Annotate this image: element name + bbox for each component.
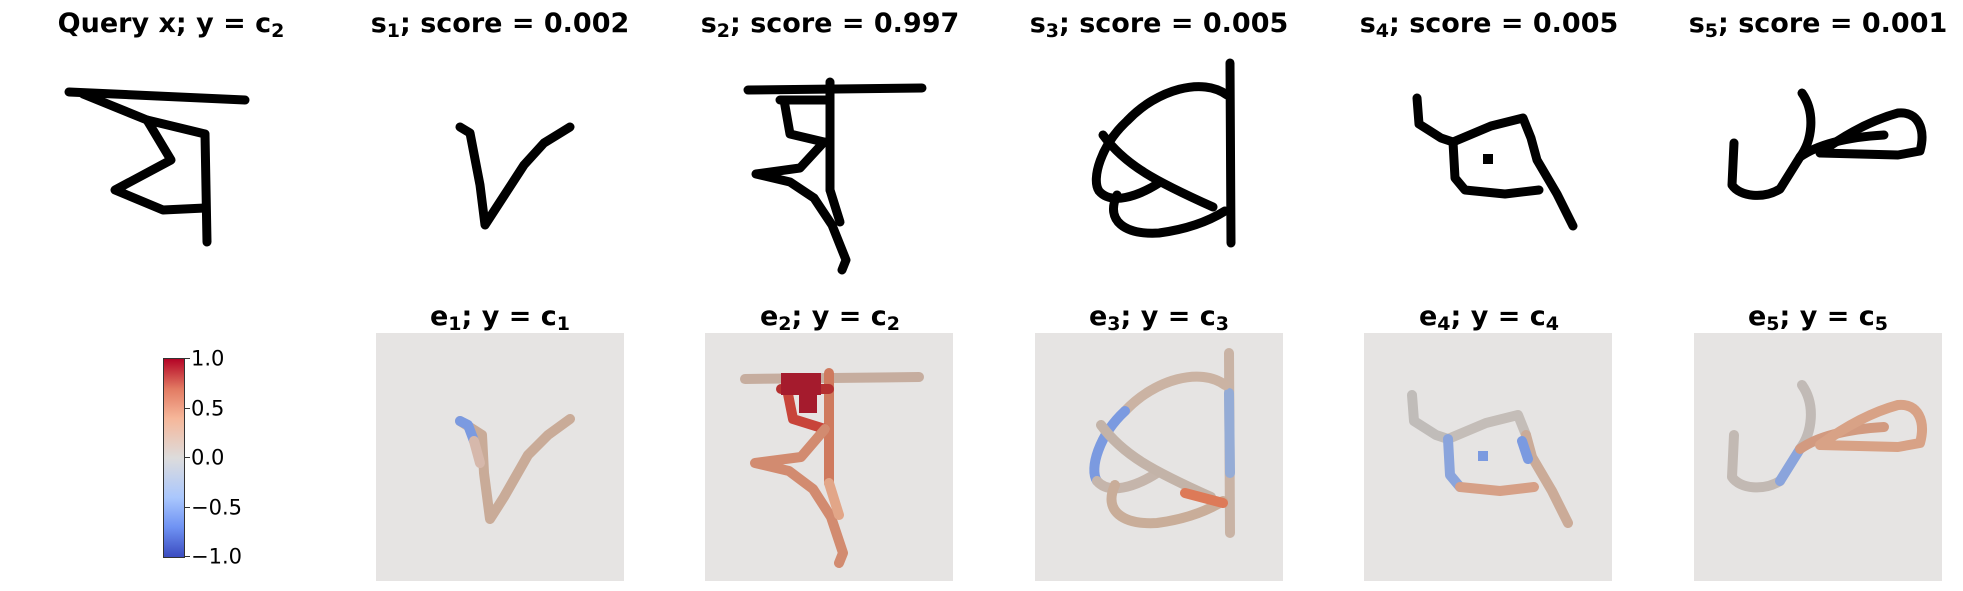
support-1-title: s1; score = 0.002 (370, 8, 630, 42)
colorbar-tick-label: 0.5 (191, 396, 225, 421)
explanation-3-title: e3; y = c3 (1088, 301, 1230, 335)
colorbar-tick (184, 507, 190, 508)
explanation-1-heatmap (376, 333, 624, 581)
colorbar-tick-label: −1.0 (191, 544, 242, 569)
support-3-title: s3; score = 0.005 (1029, 8, 1289, 42)
explanation-4-title: e4; y = c4 (1418, 301, 1560, 335)
explanation-4-heatmap (1364, 333, 1612, 581)
support-2-title: s2; score = 0.997 (700, 8, 960, 42)
explanation-3-heatmap (1035, 333, 1283, 581)
support-5-title: s5; score = 0.001 (1688, 8, 1948, 42)
explanation-1-title: e1; y = c1 (429, 301, 571, 335)
support-4-title: s4; score = 0.005 (1359, 8, 1619, 42)
support-4-glyph (1412, 93, 1578, 231)
colorbar (163, 358, 185, 558)
colorbar-tick (184, 457, 190, 458)
explanation-5-heatmap (1694, 333, 1942, 581)
colorbar-tick (184, 408, 190, 409)
explanation-2-heatmap (705, 333, 953, 581)
colorbar-tick (184, 358, 190, 359)
colorbar-tick-label: 0.0 (191, 445, 225, 470)
explanation-5-title: e5; y = c5 (1747, 301, 1889, 335)
colorbar-tick (184, 556, 190, 557)
explanation-2-title: e2; y = c2 (759, 301, 901, 335)
colorbar-tick-label: −0.5 (191, 495, 242, 520)
support-3-glyph (1091, 58, 1236, 248)
colorbar-tick-label: 1.0 (191, 346, 225, 371)
support-1-glyph (455, 122, 575, 230)
query-title: Query x; y = c2 (57, 8, 285, 42)
support-5-glyph (1727, 88, 1927, 200)
support-2-glyph (743, 77, 927, 275)
query-glyph (64, 87, 250, 247)
